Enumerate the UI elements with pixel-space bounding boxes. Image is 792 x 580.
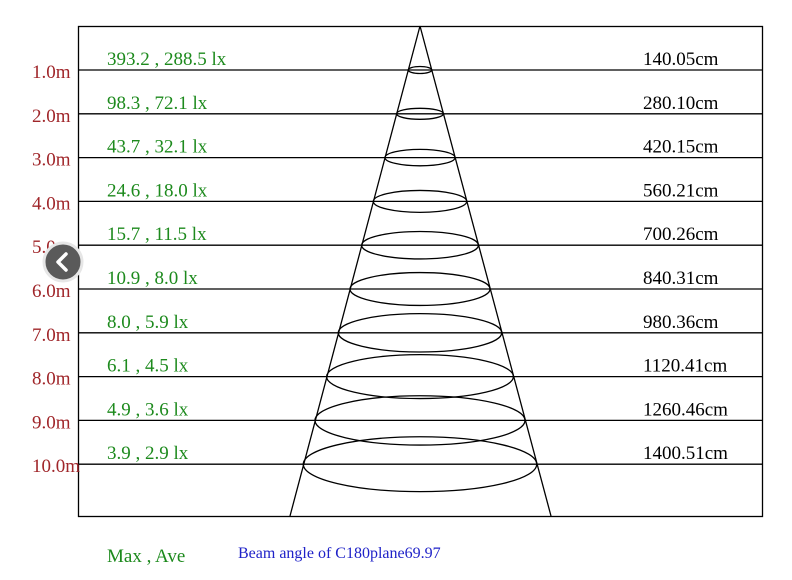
diameter-label: 1260.46cm [643, 399, 728, 420]
illuminance-label: 24.6 , 18.0 lx [107, 180, 208, 201]
beam-ellipse [372, 189, 468, 214]
distance-label: 8.0m [32, 369, 71, 390]
beam-ellipse [337, 312, 503, 353]
illuminance-label: 4.9 , 3.6 lx [107, 399, 189, 420]
cone-edge [289, 25, 421, 517]
illuminance-label: 393.2 , 288.5 lx [107, 49, 227, 70]
beam-ellipse [325, 354, 515, 400]
diameter-label: 700.26cm [643, 224, 719, 245]
distance-label: 7.0m [32, 325, 71, 346]
beam-ellipse [360, 230, 480, 260]
illuminance-label: 43.7 , 32.1 lx [107, 137, 208, 158]
nav-back-button[interactable] [42, 241, 84, 283]
distance-label: 1.0m [32, 62, 71, 83]
distance-label: 10.0m [32, 456, 80, 477]
beam-ellipse [349, 271, 491, 307]
diameter-label: 280.10cm [643, 93, 719, 114]
diameter-label: 980.36cm [643, 312, 719, 333]
beam-ellipse [384, 148, 456, 167]
illuminance-label: 8.0 , 5.9 lx [107, 312, 189, 333]
distance-label: 2.0m [32, 106, 71, 127]
rows: 1.0m 393.2 , 288.5 lx 140.05cm 2.0m 98.3 , 7… [32, 49, 763, 493]
beam-ellipse [302, 436, 538, 493]
illuminance-label: 10.9 , 8.0 lx [107, 268, 198, 289]
chevron-icon[interactable] [56, 252, 68, 272]
illuminance-label: 15.7 , 11.5 lx [107, 224, 207, 245]
diameter-label: 840.31cm [643, 268, 719, 289]
illuminance-label: 3.9 , 2.9 lx [107, 443, 189, 464]
legend-label: Max , Ave [107, 546, 185, 567]
diameter-label: 140.05cm [643, 49, 719, 70]
diameter-label: 560.21cm [643, 180, 719, 201]
diameter-label: 420.15cm [643, 137, 719, 158]
nav-button-circle[interactable] [42, 241, 84, 283]
illuminance-label: 6.1 , 4.5 lx [107, 356, 189, 377]
distance-label: 4.0m [32, 193, 71, 214]
distance-label: 6.0m [32, 281, 71, 302]
distance-label: 3.0m [32, 150, 71, 171]
diameter-label: 1400.51cm [643, 443, 728, 464]
diameter-label: 1120.41cm [643, 356, 727, 377]
illuminance-label: 98.3 , 72.1 lx [107, 93, 208, 114]
beam-angle: Beam angle of C180plane69.97 [238, 545, 441, 562]
beam-ellipse [407, 65, 433, 75]
beam-ellipse [395, 107, 445, 120]
beam-ellipse [314, 395, 526, 446]
distance-label: 9.0m [32, 412, 71, 433]
cone-edge [419, 25, 552, 517]
